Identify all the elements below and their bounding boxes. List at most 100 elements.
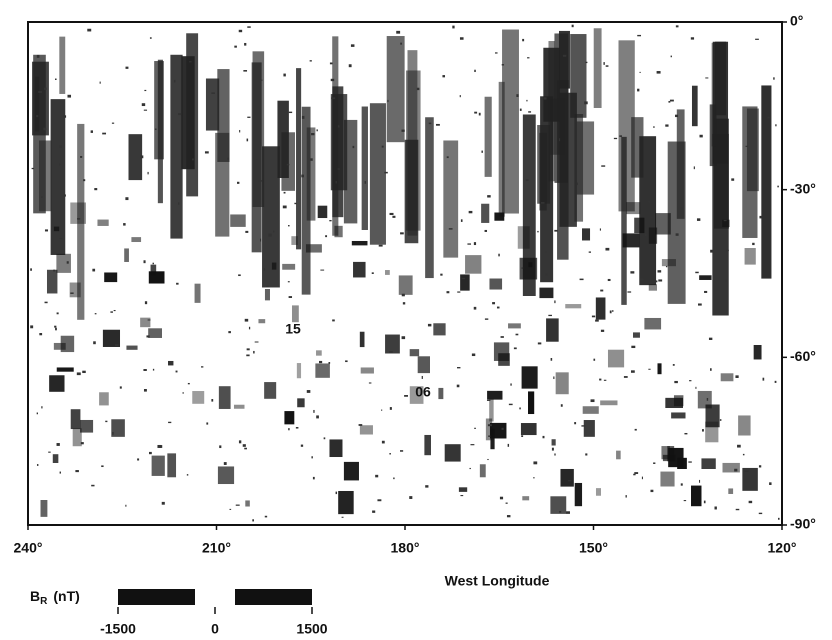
texture-block [409, 386, 424, 404]
texture-speck [542, 435, 545, 439]
texture-stripe [361, 106, 368, 230]
texture-speck [211, 92, 215, 94]
texture-speck [30, 325, 34, 329]
texture-speck [690, 37, 695, 40]
texture-speck [607, 278, 611, 282]
texture-speck [527, 57, 530, 59]
texture-speck [777, 185, 779, 188]
texture-stripe [343, 119, 358, 224]
texture-speck [633, 473, 636, 476]
texture-speck [487, 424, 492, 427]
texture-speck [448, 228, 453, 230]
texture-block [644, 317, 662, 330]
texture-speck [559, 510, 562, 513]
texture-speck [471, 353, 476, 357]
texture-speck [238, 440, 242, 444]
texture-speck [705, 77, 709, 79]
texture-speck [178, 202, 180, 205]
texture-speck [283, 191, 286, 194]
texture-speck [435, 123, 440, 126]
texture-speck [144, 89, 147, 92]
texture-speck [137, 458, 140, 461]
texture-block [494, 212, 505, 221]
texture-speck [478, 112, 481, 116]
texture-speck [320, 269, 325, 271]
texture-block [661, 446, 670, 460]
texture-speck [675, 233, 679, 236]
texture-speck [36, 115, 39, 118]
texture-speck [708, 337, 713, 340]
texture-speck [288, 296, 293, 298]
texture-speck [634, 472, 639, 474]
texture-block [539, 287, 554, 299]
texture-speck [36, 464, 39, 466]
texture-block [305, 244, 322, 253]
texture-block [487, 390, 503, 400]
texture-speck [501, 64, 505, 66]
texture-speck [192, 158, 194, 161]
texture-speck [246, 354, 250, 357]
texture-speck [762, 377, 765, 381]
texture-speck [680, 207, 684, 211]
texture-speck [710, 249, 713, 253]
texture-block [398, 275, 413, 295]
texture-block [52, 454, 59, 463]
texture-speck [409, 496, 413, 499]
texture-block [657, 363, 662, 375]
texture-block [660, 471, 675, 487]
texture-block [46, 269, 58, 294]
texture-block [546, 318, 559, 342]
texture-block [489, 398, 494, 422]
texture-speck [548, 314, 552, 317]
texture-block [104, 272, 118, 283]
y-tick-label: -30° [790, 180, 816, 196]
texture-speck [141, 103, 146, 107]
texture-block [648, 227, 658, 244]
texture-speck [545, 251, 547, 253]
texture-speck [521, 267, 524, 269]
texture-speck [505, 502, 508, 504]
texture-speck [584, 101, 588, 105]
texture-speck [427, 323, 432, 327]
texture-speck [702, 429, 704, 432]
texture-speck [683, 500, 687, 502]
texture-block [595, 297, 606, 320]
colorbar-tick-label: 1500 [296, 621, 327, 637]
texture-speck [469, 467, 471, 470]
texture-speck [550, 358, 553, 361]
texture-speck [613, 137, 618, 140]
texture-speck [689, 380, 692, 382]
texture-stripe [181, 56, 195, 170]
texture-speck [229, 508, 232, 510]
texture-block [102, 329, 121, 347]
texture-speck [30, 268, 32, 271]
texture-stripe [676, 109, 685, 219]
texture-speck [769, 482, 772, 485]
texture-block [662, 454, 676, 462]
texture-speck [459, 95, 461, 98]
texture-speck [331, 97, 336, 100]
texture-speck [521, 435, 524, 438]
texture-speck [295, 427, 299, 429]
texture-speck [734, 468, 738, 472]
texture-speck [330, 78, 335, 82]
texture-block [632, 332, 640, 338]
texture-block [742, 467, 758, 491]
texture-stripe [522, 114, 536, 296]
texture-block [600, 400, 618, 406]
texture-speck [639, 71, 641, 74]
texture-block [648, 284, 657, 291]
texture-speck [623, 376, 628, 378]
texture-block [150, 264, 157, 276]
texture-speck [554, 300, 556, 304]
texture-block [634, 217, 645, 234]
texture-speck [755, 38, 759, 40]
texture-block [70, 409, 81, 430]
texture-speck [590, 399, 595, 403]
texture-speck [325, 235, 328, 238]
texture-stripe [50, 99, 66, 255]
texture-block [258, 319, 266, 324]
texture-speck [348, 64, 352, 68]
texture-speck [41, 406, 43, 409]
texture-block [582, 406, 599, 414]
